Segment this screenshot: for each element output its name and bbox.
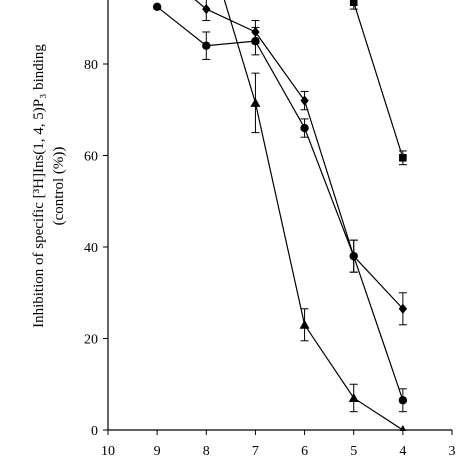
series-line xyxy=(352,0,404,158)
triangle-point xyxy=(250,97,261,107)
square-point xyxy=(349,0,358,7)
circle-point xyxy=(152,2,162,12)
series-circle xyxy=(152,2,408,413)
x-tick-label: 3 xyxy=(449,444,456,459)
y-tick-label: 60 xyxy=(84,150,98,165)
x-tick-label: 4 xyxy=(399,444,406,459)
square-point xyxy=(399,153,407,162)
y-tick-label: 40 xyxy=(84,241,98,256)
series-line xyxy=(223,0,404,431)
series-square xyxy=(349,0,407,166)
diamond-point xyxy=(251,26,260,38)
triangle-point xyxy=(348,392,359,402)
series-triangle xyxy=(223,0,407,431)
circle-point xyxy=(202,41,211,50)
diamond-point xyxy=(202,3,211,15)
x-tick-label: 5 xyxy=(350,444,357,459)
diamond-point xyxy=(398,303,408,314)
axes: 10 9 8 7 6 5 4 3 0 20 40 60 80 xyxy=(84,0,456,459)
series-line xyxy=(194,0,404,310)
circle-point xyxy=(398,396,408,405)
x-tick-label: 6 xyxy=(301,444,308,459)
x-tick-label: 8 xyxy=(203,444,210,459)
y-axis-title-line-1: Inhibition of specific [³H]Ins(1, 4, 5)P… xyxy=(31,44,47,328)
diamond-point xyxy=(349,250,358,262)
series-diamond xyxy=(194,0,408,326)
diamond-point xyxy=(300,95,309,106)
series-line xyxy=(156,6,404,401)
y-tick-label: 80 xyxy=(84,58,98,73)
y-tick-label: 20 xyxy=(84,333,98,348)
x-tick-label: 10 xyxy=(101,444,115,459)
x-tick-label: 9 xyxy=(154,444,161,459)
x-tick-label: 7 xyxy=(252,444,259,459)
data-series xyxy=(152,0,408,431)
y-tick-label: 0 xyxy=(91,424,98,439)
triangle-point xyxy=(299,319,310,329)
y-axis-title-line-2: (control (%)) xyxy=(51,147,67,226)
circle-point xyxy=(300,123,309,133)
y-axis-title: Inhibition of specific [³H]Ins(1, 4, 5)P… xyxy=(31,44,67,328)
